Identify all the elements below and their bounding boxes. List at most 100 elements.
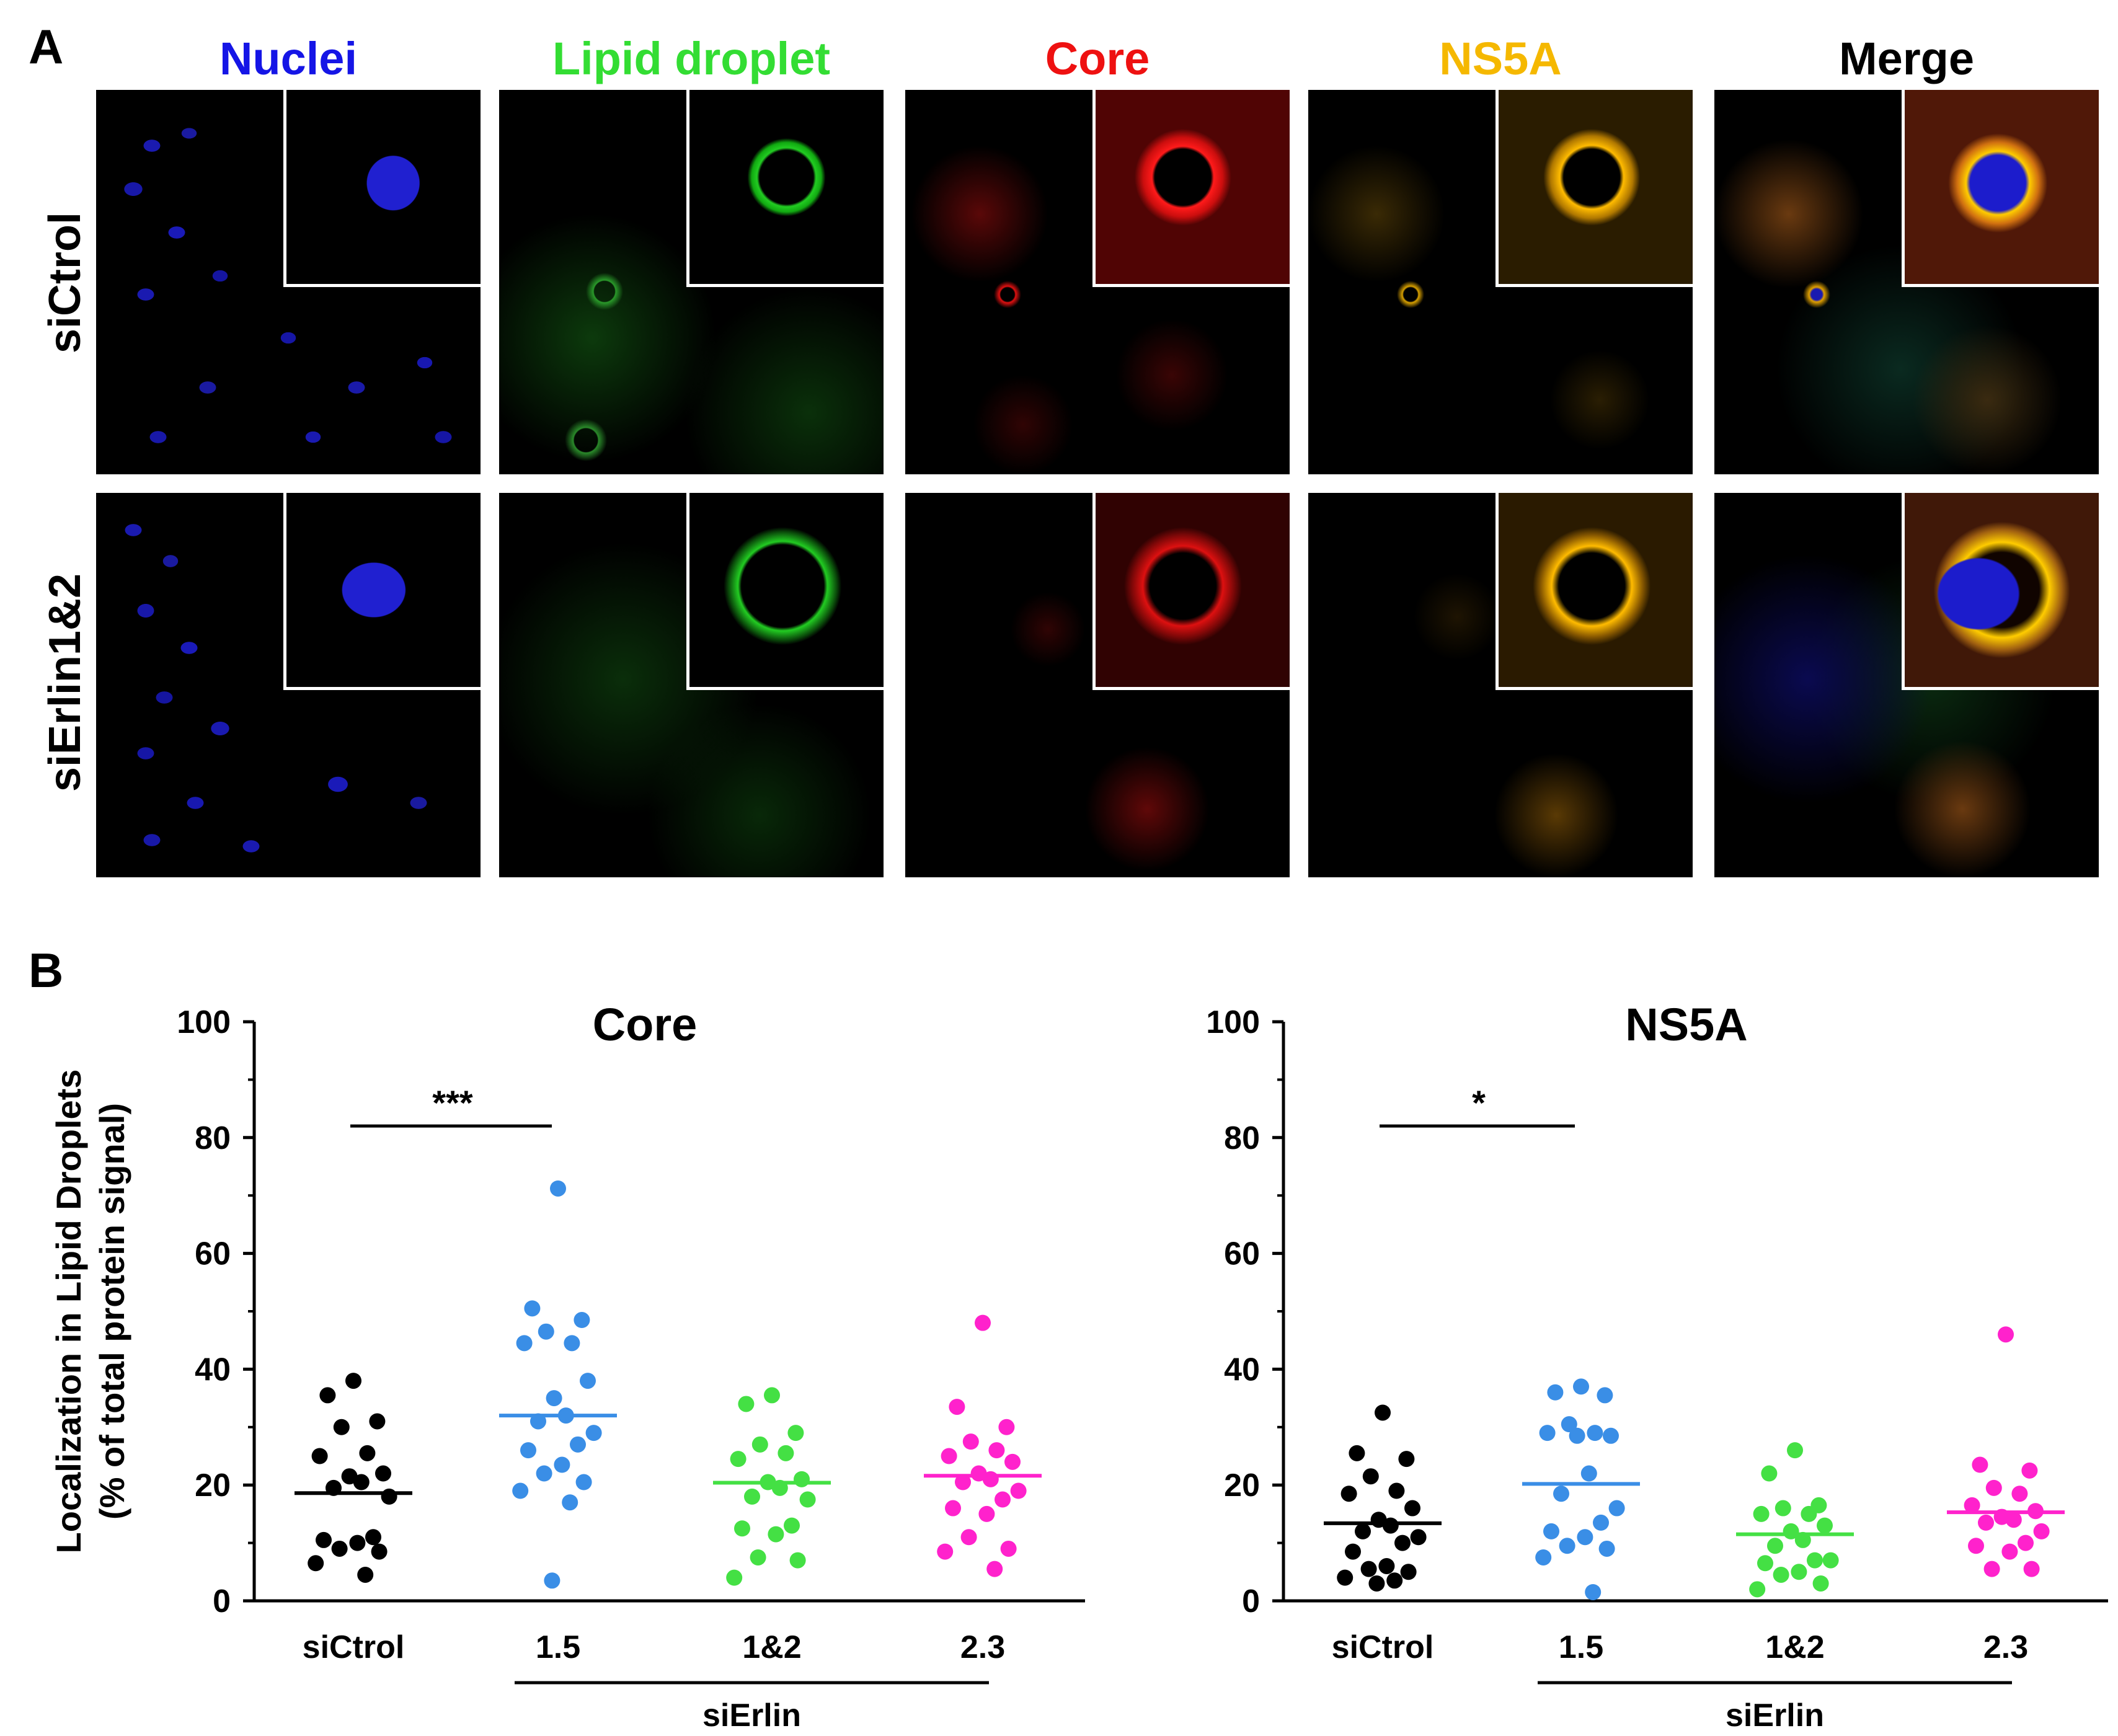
data-point: [784, 1517, 800, 1534]
data-point: [316, 1531, 332, 1548]
data-point: [1362, 1468, 1379, 1485]
data-point: [331, 1540, 348, 1557]
y-tick-label: 80: [195, 1120, 231, 1156]
y-tick-label: 100: [177, 1004, 231, 1040]
data-point: [1597, 1387, 1613, 1404]
chart-title: NS5A: [1625, 999, 1747, 1050]
data-point: [1812, 1575, 1829, 1592]
data-point: [570, 1436, 586, 1453]
data-point: [520, 1442, 536, 1459]
y-tick-label: 80: [1224, 1120, 1260, 1156]
chart-title: Core: [593, 999, 698, 1050]
data-point: [794, 1471, 810, 1487]
y-tick-label: 0: [213, 1583, 231, 1619]
data-point: [1010, 1482, 1027, 1499]
data-point: [1394, 1534, 1411, 1551]
x-tick-label: 2.3: [960, 1629, 1005, 1665]
group-label: siErlin: [1726, 1698, 1824, 1734]
data-point: [986, 1561, 1003, 1577]
data-point: [1580, 1465, 1597, 1482]
data-point: [726, 1569, 743, 1586]
data-point: [2011, 1486, 2028, 1502]
data-point: [975, 1314, 991, 1331]
data-point: [1539, 1425, 1556, 1442]
data-point: [982, 1471, 999, 1487]
x-tick-label: 1.5: [536, 1629, 580, 1665]
data-point: [516, 1335, 533, 1352]
data-point: [1400, 1564, 1417, 1580]
data-point: [1375, 1404, 1391, 1421]
inset-zoom: [1901, 90, 2099, 288]
inset-zoom: [686, 90, 884, 288]
data-point: [544, 1572, 561, 1589]
y-tick-label: 20: [195, 1468, 231, 1504]
micrograph-sictrol-merge: [1714, 90, 2099, 474]
data-point: [1547, 1384, 1564, 1401]
inset-zoom: [1092, 493, 1290, 691]
data-point: [1767, 1538, 1783, 1554]
data-point: [349, 1534, 366, 1551]
data-point: [585, 1425, 602, 1442]
data-point: [333, 1419, 350, 1435]
data-point: [1553, 1486, 1569, 1502]
ns5a-chart: NS5A 0 20 40 60 80 100 siCtrol 1.5 1&2 2.3 siErlin *: [1206, 999, 2108, 1734]
column-title-core: Core: [1045, 33, 1150, 84]
data-point: [1775, 1500, 1791, 1517]
data-point: [1791, 1564, 1807, 1580]
data-point: [1386, 1572, 1403, 1589]
data-point: [1573, 1378, 1589, 1395]
micrograph-sierlin-merge: [1714, 493, 2099, 877]
data-point: [1749, 1581, 1766, 1598]
micrograph-sierlin-core: [905, 493, 1290, 877]
data-point: [941, 1448, 957, 1464]
data-point: [381, 1488, 397, 1505]
column-title-merge: Merge: [1839, 33, 1974, 84]
data-point: [995, 1491, 1011, 1508]
data-point: [308, 1555, 324, 1572]
inset-zoom: [686, 493, 884, 691]
column-title-lipid-droplet: Lipid droplet: [552, 33, 831, 84]
data-point: [575, 1474, 592, 1490]
data-point: [1761, 1465, 1778, 1482]
data-point: [1822, 1552, 1839, 1569]
panel-b-charts: Localization in Lipid Droplets (% of tot…: [49, 999, 2108, 1734]
y-axis-label-line1: Localization in Lipid Droplets: [49, 1070, 88, 1554]
data-point: [2018, 1534, 2034, 1551]
data-point: [764, 1387, 780, 1404]
data-point: [1773, 1566, 1789, 1583]
data-point: [1972, 1456, 1988, 1473]
data-point: [789, 1552, 806, 1569]
data-point: [2021, 1462, 2038, 1479]
inset-zoom: [1495, 493, 1693, 691]
data-point: [1337, 1569, 1354, 1586]
data-point: [1577, 1529, 1593, 1546]
data-point: [949, 1399, 965, 1415]
panel-b-letter: B: [29, 943, 64, 998]
data-point: [524, 1300, 541, 1317]
data-point: [751, 1436, 768, 1453]
data-point: [799, 1491, 816, 1508]
data-point: [778, 1445, 794, 1461]
data-point: [359, 1445, 376, 1461]
data-point: [1968, 1538, 1984, 1554]
data-point: [734, 1520, 750, 1537]
data-point: [562, 1494, 578, 1511]
data-point: [988, 1442, 1005, 1459]
column-title-nuclei: Nuclei: [219, 33, 358, 84]
data-point: [730, 1451, 747, 1468]
data-point: [1757, 1555, 1773, 1572]
data-point: [319, 1387, 336, 1404]
data-point: [1410, 1529, 1427, 1546]
y-tick-label: 20: [1224, 1468, 1260, 1504]
data-point: [1360, 1561, 1377, 1577]
data-point: [955, 1474, 971, 1490]
data-point: [1388, 1482, 1405, 1499]
data-point: [750, 1549, 766, 1566]
y-axis-label: Localization in Lipid Droplets (% of tot…: [49, 1070, 131, 1554]
inset-zoom: [1495, 90, 1693, 288]
data-point: [1964, 1497, 1980, 1513]
core-chart: Core 0 20 40 60 80 100 siCtrol 1.5 1&2 2.3 siErlin *…: [177, 999, 1085, 1734]
micrograph-sierlin-ns5a: [1308, 493, 1693, 877]
data-point: [1559, 1538, 1575, 1554]
x-tick-label: 1&2: [1765, 1629, 1824, 1665]
